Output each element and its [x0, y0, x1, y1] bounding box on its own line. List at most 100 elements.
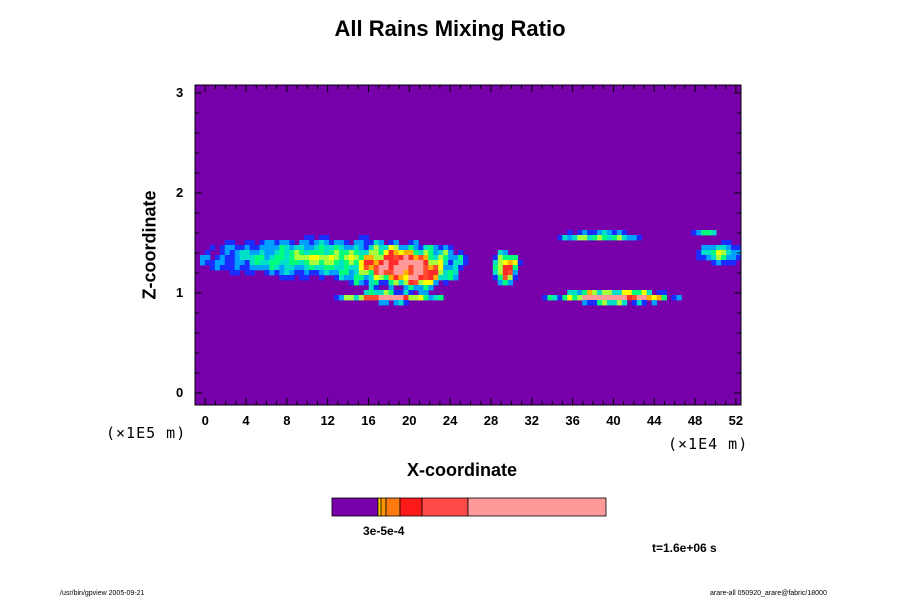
heatmap-cell [398, 275, 404, 281]
heatmap-cell [363, 295, 370, 301]
heatmap-cell [443, 280, 449, 286]
heatmap-cell [631, 300, 638, 306]
heatmap-cell [388, 295, 394, 301]
heatmap-cell [716, 245, 722, 251]
heatmap-cell [611, 230, 618, 236]
heatmap-cell [641, 290, 648, 296]
heatmap-cell [408, 280, 414, 286]
heatmap-cell [502, 280, 509, 286]
x-tick-label: 48 [687, 413, 703, 428]
heatmap-cell [661, 290, 667, 296]
heatmap-cell [249, 260, 255, 266]
heatmap-cell [383, 290, 389, 296]
heatmap-cell [309, 255, 315, 261]
heatmap-cell [398, 290, 404, 296]
heatmap-cell [239, 260, 246, 266]
y-axis-label: Z-coordinate [139, 190, 160, 300]
heatmap-cell [249, 245, 255, 251]
heatmap-cell [408, 275, 414, 281]
heatmap-cell [338, 295, 345, 301]
heatmap-cell [309, 245, 315, 251]
x-tick-label: 4 [242, 413, 250, 428]
heatmap-cell [348, 275, 355, 281]
heatmap-cell [448, 255, 454, 261]
heatmap-cell [388, 285, 394, 291]
heatmap-cell [507, 270, 514, 276]
heatmap-cell [264, 240, 270, 246]
heatmap-cell [423, 285, 429, 291]
heatmap-cell [398, 255, 404, 261]
heatmap-cell [433, 275, 439, 281]
heatmap-cell [408, 285, 414, 291]
heatmap-cell [547, 295, 553, 301]
heatmap-cell [393, 265, 399, 271]
heatmap-cell [408, 240, 414, 246]
heatmap-cell [423, 260, 429, 266]
heatmap-cell [413, 255, 419, 261]
heatmap-cell [507, 260, 514, 266]
heatmap-cell [224, 260, 231, 266]
heatmap-cell [606, 290, 613, 296]
heatmap-cell [388, 245, 394, 251]
heatmap-cell [393, 250, 399, 256]
heatmap-cell [423, 290, 429, 296]
heatmap-cell [711, 245, 717, 251]
heatmap-cell [428, 245, 434, 251]
heatmap-cell [289, 245, 295, 251]
heatmap-cell [378, 250, 385, 256]
heatmap-cell [204, 250, 211, 256]
heatmap-cell [438, 295, 444, 301]
heatmap-cell [621, 230, 628, 236]
heatmap-cell [279, 275, 285, 281]
heatmap-cell [299, 265, 305, 271]
heatmap-cell [338, 270, 345, 276]
heatmap-cell [418, 265, 424, 271]
heatmap-cell [403, 300, 409, 306]
heatmap-cell [304, 250, 310, 256]
heatmap-cell [731, 245, 737, 251]
heatmap-cell [363, 255, 370, 261]
colorbar-segment [377, 497, 382, 517]
heatmap-cell [413, 245, 419, 251]
heatmap-cell [393, 245, 399, 251]
heatmap-cell [304, 240, 310, 246]
heatmap-cell [577, 295, 583, 301]
heatmap-cell [413, 250, 419, 256]
heatmap-cell [567, 230, 573, 236]
heatmap-cell [428, 270, 434, 276]
heatmap-cell [502, 255, 509, 261]
heatmap-cell [358, 270, 365, 276]
heatmap-cell [259, 265, 265, 271]
heatmap-cell [343, 245, 350, 251]
heatmap-cell [398, 300, 404, 306]
heatmap-cell [363, 260, 370, 266]
heatmap-cell [428, 260, 434, 266]
heatmap-cell [393, 270, 399, 276]
heatmap-cell [324, 265, 330, 271]
heatmap-cell [428, 285, 434, 291]
heatmap-cell [373, 255, 380, 261]
heatmap-cell [408, 255, 414, 261]
heatmap-cell [264, 245, 270, 251]
heatmap-cell [343, 250, 350, 256]
heatmap-cell [428, 265, 434, 271]
heatmap-cell [587, 300, 593, 306]
heatmap-cell [239, 250, 246, 256]
heatmap-cell [418, 270, 424, 276]
heatmap-cell [269, 240, 275, 246]
heatmap-cell [338, 265, 345, 271]
heatmap-cell [616, 290, 623, 296]
heatmap-cell [497, 260, 504, 266]
heatmap-cell [343, 265, 350, 271]
heatmap-cell [373, 265, 380, 271]
heatmap-cell [651, 295, 658, 301]
heatmap-cell [413, 295, 419, 301]
heatmap-cell [269, 270, 275, 276]
heatmap-cell [403, 250, 409, 256]
heatmap-cell [343, 240, 350, 246]
heatmap-cell [701, 230, 707, 236]
heatmap-cell [378, 245, 385, 251]
heatmap-cell [721, 250, 727, 256]
heatmap-cell [274, 260, 280, 266]
heatmap-cell [388, 280, 394, 286]
